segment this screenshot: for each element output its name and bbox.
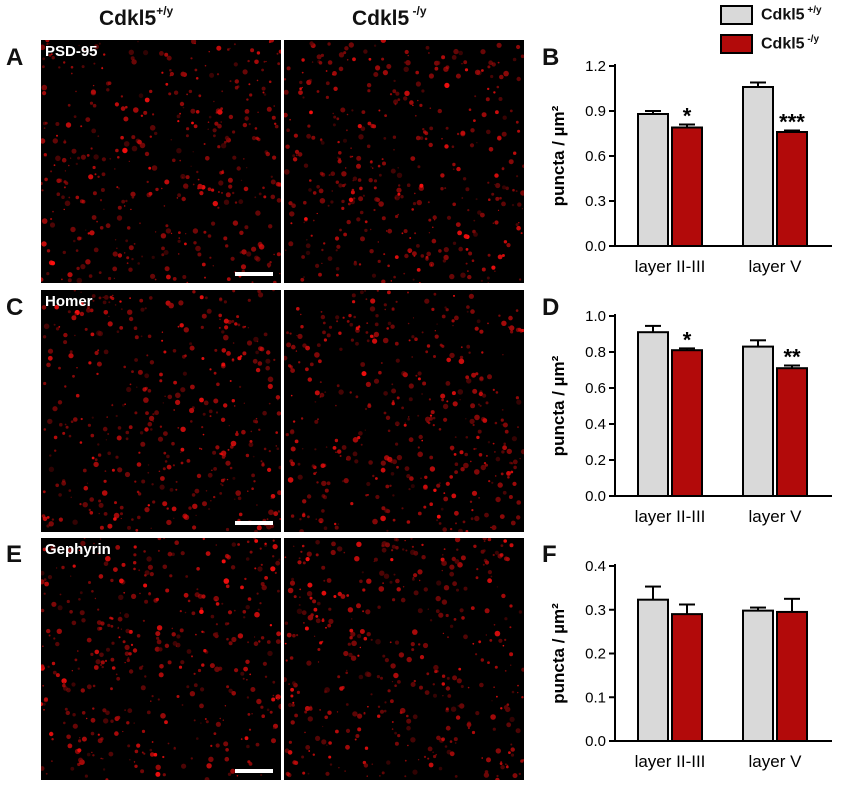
image-psd95-knockout	[284, 40, 524, 283]
y-tick-label: 0.0	[585, 488, 606, 505]
x-category-label: layer II-III	[635, 752, 706, 771]
significance-marker: **	[783, 345, 801, 370]
chart-homer: puncta / µm² 0.0 0.2 0.4 0.6 0.8 1.0 * layer II-…	[549, 308, 832, 526]
y-tick-label: 1.0	[585, 308, 606, 325]
y-axis-label: puncta / µm²	[549, 355, 568, 456]
y-tick-label: 0.0	[585, 238, 606, 255]
significance-marker: ***	[779, 110, 805, 135]
bar	[742, 86, 774, 247]
y-tick-label: 0.6	[585, 380, 606, 397]
legend-item-knockout: Cdkl5 -/y	[720, 33, 819, 55]
x-category-label: layer V	[749, 257, 803, 276]
puncta-texture	[41, 538, 281, 780]
legend-label-knockout: Cdkl5 -/y	[761, 34, 820, 53]
puncta-texture	[284, 290, 524, 532]
bar	[742, 345, 774, 497]
y-tick-label: 0.1	[585, 689, 606, 706]
scale-bar	[235, 272, 273, 276]
bar	[776, 610, 808, 742]
panel-letter-d: D	[542, 294, 560, 321]
image-gephyrin-wildtype: Gephyrin	[41, 538, 281, 780]
bar	[776, 367, 808, 498]
y-tick-label: 0.4	[585, 558, 606, 575]
x-category-label: layer V	[749, 507, 803, 526]
panel-letter-b: B	[542, 44, 560, 71]
chart-psd95: puncta / µm² 0.0 0.3 0.6 0.9 1.2 * layer II-III…	[549, 58, 832, 276]
y-tick-label: 0.6	[585, 148, 606, 165]
legend-swatch-wildtype	[720, 5, 753, 25]
stain-label-psd95: PSD-95	[45, 43, 98, 60]
scale-bar	[235, 521, 273, 525]
y-tick-label: 1.2	[585, 58, 606, 75]
image-psd95-wildtype: PSD-95	[41, 40, 281, 283]
bar	[671, 349, 703, 498]
legend-label-wildtype: Cdkl5 +/y	[761, 5, 822, 24]
x-category-label: layer II-III	[635, 507, 706, 526]
puncta-texture	[41, 40, 281, 283]
y-axis-label: puncta / µm²	[549, 105, 568, 206]
stain-label-gephyrin: Gephyrin	[45, 541, 111, 558]
image-gephyrin-knockout	[284, 538, 524, 780]
bar	[637, 113, 669, 247]
y-tick-label: 0.8	[585, 344, 606, 361]
y-tick-label: 0.4	[585, 416, 606, 433]
bar	[742, 609, 774, 742]
bar	[637, 331, 669, 498]
scale-bar	[235, 769, 273, 773]
panel-letter-f: F	[542, 541, 557, 568]
bar	[776, 131, 808, 247]
stain-label-homer: Homer	[45, 293, 93, 310]
bar	[637, 598, 669, 742]
y-tick-label: 0.3	[585, 193, 606, 210]
image-homer-wildtype: Homer	[41, 290, 281, 532]
legend-swatch-knockout	[720, 34, 753, 54]
bar	[671, 613, 703, 742]
significance-marker: *	[683, 104, 692, 129]
panel-letter-a: A	[6, 44, 24, 71]
image-homer-knockout	[284, 290, 524, 532]
x-category-label: layer II-III	[635, 257, 706, 276]
puncta-texture	[284, 538, 524, 780]
y-tick-label: 0.2	[585, 452, 606, 469]
y-tick-label: 0.0	[585, 733, 606, 750]
significance-marker: *	[683, 327, 692, 352]
puncta-texture	[41, 290, 281, 532]
panel-letter-c: C	[6, 294, 24, 321]
legend-item-wildtype: Cdkl5 +/y	[720, 4, 822, 26]
y-tick-label: 0.2	[585, 646, 606, 663]
column-header-knockout: Cdkl5 -/y	[352, 4, 427, 30]
puncta-texture	[284, 40, 524, 283]
bar	[671, 126, 703, 247]
chart-gephyrin: puncta / µm² 0.0 0.1 0.2 0.3 0.4 layer II-III l…	[549, 558, 832, 771]
panel-letter-e: E	[6, 541, 23, 568]
y-tick-label: 0.9	[585, 103, 606, 120]
y-tick-label: 0.3	[585, 602, 606, 619]
y-axis-label: puncta / µm²	[549, 603, 568, 704]
column-header-wildtype: Cdkl5+/y	[99, 4, 174, 30]
x-category-label: layer V	[749, 752, 803, 771]
